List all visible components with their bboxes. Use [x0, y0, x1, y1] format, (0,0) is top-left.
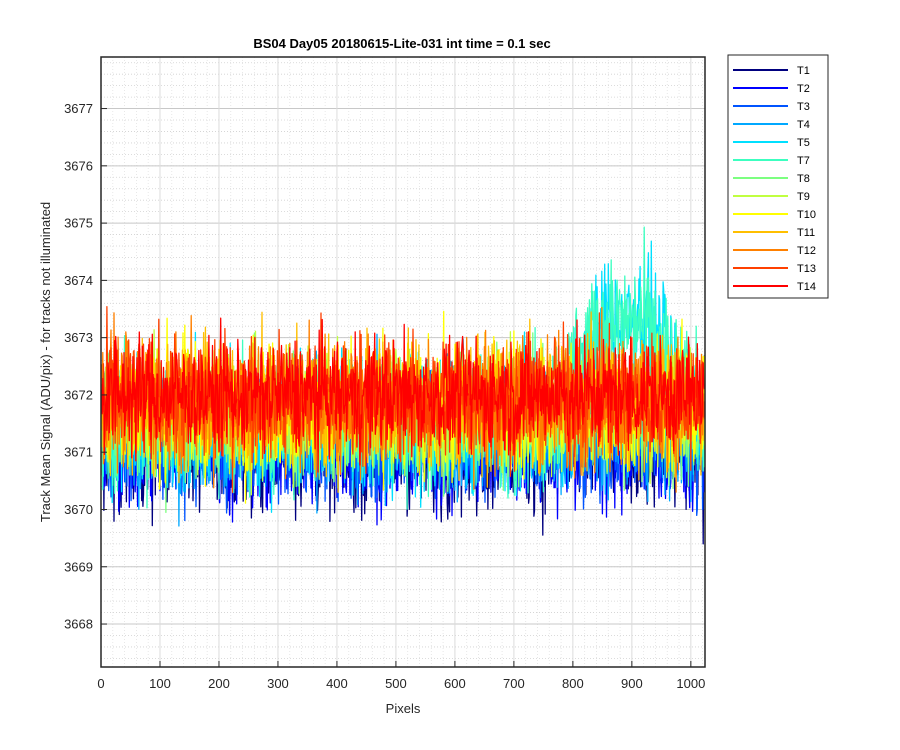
- y-axis-label: Track Mean Signal (ADU/pix) - for tracks…: [38, 202, 53, 522]
- x-tick-label: 600: [444, 676, 466, 691]
- data-series-group: [101, 226, 705, 545]
- y-tick-label: 3669: [64, 559, 93, 574]
- legend-label-t7: T7: [797, 155, 810, 167]
- y-tick-label: 3672: [64, 387, 93, 402]
- legend-label-t13: T13: [797, 263, 816, 275]
- x-tick-label: 300: [267, 676, 289, 691]
- x-tick-label: 400: [326, 676, 348, 691]
- legend-label-t10: T10: [797, 209, 816, 221]
- x-axis: 0 100 200 300 400 500 600 700 800 900 1000: [97, 661, 705, 691]
- y-tick-label: 3668: [64, 617, 93, 632]
- legend-label-t14: T14: [797, 281, 816, 293]
- y-tick-label: 3671: [64, 445, 93, 460]
- axes-box: [100, 56, 706, 668]
- y-tick-label: 3673: [64, 330, 93, 345]
- x-tick-label: 200: [208, 676, 230, 691]
- y-tick-label: 3677: [64, 101, 93, 116]
- legend-label-t3: T3: [797, 101, 810, 113]
- legend-label-t2: T2: [797, 83, 810, 95]
- y-axis: 3668 3669 3670 3671 3672 3673 3674 3675 3676 3677: [64, 101, 107, 632]
- legend-box: [727, 54, 829, 299]
- legend: T1 T2 T3 T4 T5 T7 T8 T9 T10 T11 T12 T13 T14: [727, 54, 829, 299]
- legend-label-t12: T12: [797, 245, 816, 257]
- x-tick-label: 900: [621, 676, 643, 691]
- x-tick-label: 800: [562, 676, 584, 691]
- y-tick-label: 3675: [64, 216, 93, 231]
- x-tick-label: 500: [385, 676, 407, 691]
- x-axis-label: Pixels: [386, 701, 421, 716]
- chart-title: BS04 Day05 20180615-Lite-031 int time = …: [253, 36, 550, 51]
- legend-label-t9: T9: [797, 191, 810, 203]
- legend-label-t4: T4: [797, 119, 810, 131]
- x-tick-label: 100: [149, 676, 171, 691]
- legend-label-t5: T5: [797, 137, 810, 149]
- x-tick-label: 0: [97, 676, 104, 691]
- legend-label-t8: T8: [797, 173, 810, 185]
- y-tick-label: 3670: [64, 502, 93, 517]
- series-line-t14: [101, 317, 705, 473]
- x-tick-label: 700: [503, 676, 525, 691]
- legend-label-t1: T1: [797, 65, 810, 77]
- y-tick-label: 3676: [64, 158, 93, 173]
- y-tick-label: 3674: [64, 273, 93, 288]
- x-tick-label: 1000: [676, 676, 705, 691]
- legend-label-t11: T11: [797, 227, 815, 239]
